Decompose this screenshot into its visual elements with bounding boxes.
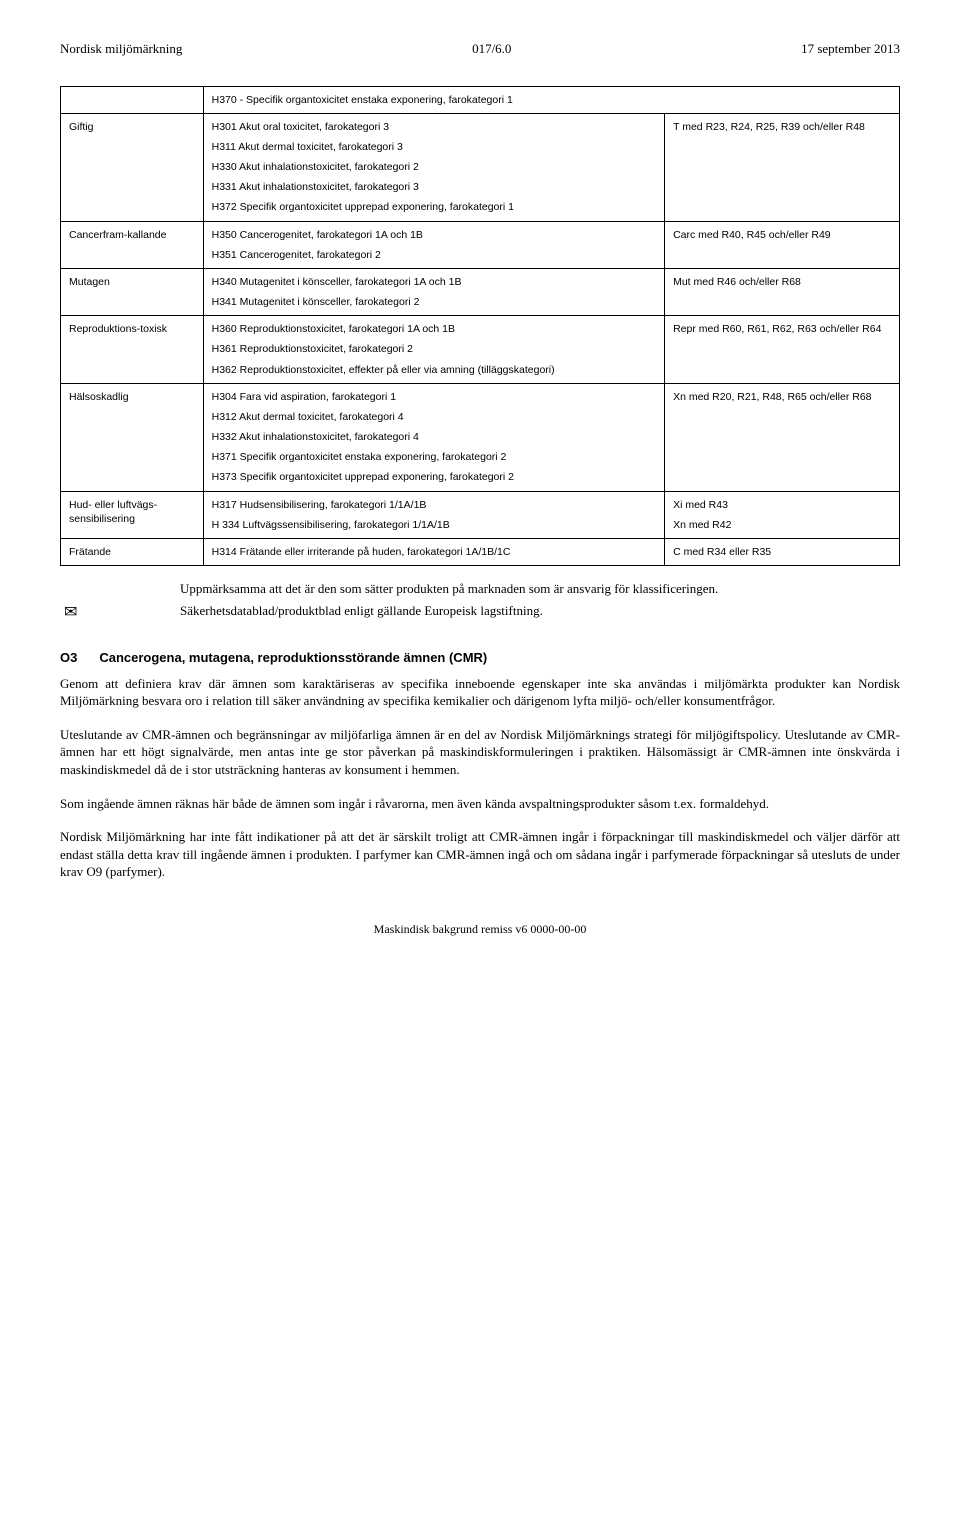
risk-line: T med R23, R24, R25, R39 och/eller R48	[673, 120, 891, 134]
cell-riskphrase: Repr med R60, R61, R62, R63 och/eller R6…	[665, 316, 900, 384]
table-row: GiftigH301 Akut oral toxicitet, farokate…	[61, 113, 900, 221]
hazard-line: H330 Akut inhalationstoxicitet, farokate…	[212, 160, 656, 174]
header-mid: 017/6.0	[472, 40, 511, 58]
hazard-line: H341 Mutagenitet i könsceller, farokateg…	[212, 295, 656, 309]
cell-riskphrase: Xn med R20, R21, R48, R65 och/eller R68	[665, 383, 900, 491]
body-paragraph: Uteslutande av CMR-ämnen och begränsning…	[60, 726, 900, 779]
risk-line: Xn med R20, R21, R48, R65 och/eller R68	[673, 390, 891, 404]
section-title: Cancerogena, mutagena, reproduktionsstör…	[99, 649, 487, 667]
body-paragraphs: Genom att definiera krav där ämnen som k…	[60, 675, 900, 881]
cell-riskphrase: Carc med R40, R45 och/eller R49	[665, 221, 900, 268]
classification-table: H370 - Specifik organtoxicitet enstaka e…	[60, 86, 900, 567]
table-row: H370 - Specifik organtoxicitet enstaka e…	[61, 86, 900, 113]
hazard-line: H372 Specifik organtoxicitet upprepad ex…	[212, 200, 656, 214]
envelope-icon: ✉	[60, 602, 180, 624]
table-row: Hud- eller luftvägs-sensibilisering H317 …	[61, 491, 900, 538]
hazard-line: H312 Akut dermal toxicitet, farokategori…	[212, 410, 656, 424]
hazard-line: H371 Specifik organtoxicitet enstaka exp…	[212, 450, 656, 464]
hazard-line: H340 Mutagenitet i könsceller, farokateg…	[212, 275, 656, 289]
risk-line: C med R34 eller R35	[673, 545, 891, 559]
hazard-line: H351 Cancerogenitet, farokategori 2	[212, 248, 656, 262]
cell-hazard: H314 Frätande eller irriterande på huden…	[203, 538, 664, 565]
cell-hazard: H304 Fara vid aspiration, farokategori 1…	[203, 383, 664, 491]
page-header: Nordisk miljömärkning 017/6.0 17 septemb…	[60, 40, 900, 58]
cell-riskphrase: Mut med R46 och/eller R68	[665, 268, 900, 315]
cell-category: Mutagen	[61, 268, 204, 315]
header-left: Nordisk miljömärkning	[60, 40, 182, 58]
header-right: 17 september 2013	[801, 40, 900, 58]
hazard-line: H 334 Luftvägssensibilisering, farokateg…	[212, 518, 656, 532]
section-code: O3	[60, 649, 77, 667]
risk-line: Xn med R42	[673, 518, 891, 532]
table-row: Mutagen H340 Mutagenitet i könsceller, fa…	[61, 268, 900, 315]
cell-hazard: H301 Akut oral toxicitet, farokategori 3…	[203, 113, 664, 221]
risk-line: Mut med R46 och/eller R68	[673, 275, 891, 289]
cell-hazard: H360 Reproduktionstoxicitet, farokategor…	[203, 316, 664, 384]
body-paragraph: Genom att definiera krav där ämnen som k…	[60, 675, 900, 710]
cell-hazard: H350 Cancerogenitet, farokategori 1A och…	[203, 221, 664, 268]
hazard-line: H331 Akut inhalationstoxicitet, farokate…	[212, 180, 656, 194]
hazard-line: H317 Hudsensibilisering, farokategori 1/…	[212, 498, 656, 512]
risk-line: Repr med R60, R61, R62, R63 och/eller R6…	[673, 322, 891, 336]
hazard-line: H314 Frätande eller irriterande på huden…	[212, 545, 656, 559]
hazard-line: H362 Reproduktionstoxicitet, effekter på…	[212, 363, 656, 377]
envelope-text: Säkerhetsdatablad/produktblad enligt gäl…	[180, 602, 543, 620]
cell-category: Giftig	[61, 113, 204, 221]
hazard-line: H361 Reproduktionstoxicitet, farokategor…	[212, 342, 656, 356]
table-row: Reproduktions-toxisk H360 Reproduktionsto…	[61, 316, 900, 384]
section-heading: O3 Cancerogena, mutagena, reproduktionss…	[60, 649, 900, 667]
risk-line: Xi med R43	[673, 498, 891, 512]
cell-riskphrase: C med R34 eller R35	[665, 538, 900, 565]
hazard-line: H370 - Specifik organtoxicitet enstaka e…	[212, 93, 891, 107]
cell-hazard: H370 - Specifik organtoxicitet enstaka e…	[203, 86, 899, 113]
cell-hazard: H317 Hudsensibilisering, farokategori 1/…	[203, 491, 664, 538]
table-row: Cancerfram-kallande H350 Cancerogenitet, …	[61, 221, 900, 268]
body-paragraph: Som ingående ämnen räknas här både de äm…	[60, 795, 900, 813]
hazard-line: H311 Akut dermal toxicitet, farokategori…	[212, 140, 656, 154]
cell-category: Hälsoskadlig	[61, 383, 204, 491]
hazard-line: H360 Reproduktionstoxicitet, farokategor…	[212, 322, 656, 336]
cell-category: Cancerfram-kallande	[61, 221, 204, 268]
cell-category: Hud- eller luftvägs-sensibilisering	[61, 491, 204, 538]
cell-riskphrase: T med R23, R24, R25, R39 och/eller R48	[665, 113, 900, 221]
table-row: Frätande H314 Frätande eller irriterande …	[61, 538, 900, 565]
page-footer: Maskindisk bakgrund remiss v6 0000-00-00	[60, 921, 900, 937]
hazard-line: H332 Akut inhalationstoxicitet, farokate…	[212, 430, 656, 444]
hazard-line: H304 Fara vid aspiration, farokategori 1	[212, 390, 656, 404]
hazard-line: H301 Akut oral toxicitet, farokategori 3	[212, 120, 656, 134]
hazard-line: H373 Specifik organtoxicitet upprepad ex…	[212, 470, 656, 484]
hazard-line: H350 Cancerogenitet, farokategori 1A och…	[212, 228, 656, 242]
table-row: HälsoskadligH304 Fara vid aspiration, fa…	[61, 383, 900, 491]
cell-riskphrase: Xi med R43 Xn med R42	[665, 491, 900, 538]
cell-hazard: H340 Mutagenitet i könsceller, farokateg…	[203, 268, 664, 315]
risk-line: Carc med R40, R45 och/eller R49	[673, 228, 891, 242]
table-note: Uppmärksamma att det är den som sätter p…	[180, 580, 900, 598]
envelope-row: ✉ Säkerhetsdatablad/produktblad enligt g…	[60, 602, 900, 624]
cell-category: Frätande	[61, 538, 204, 565]
cell-category: Reproduktions-toxisk	[61, 316, 204, 384]
cell-category	[61, 86, 204, 113]
body-paragraph: Nordisk Miljömärkning har inte fått indi…	[60, 828, 900, 881]
